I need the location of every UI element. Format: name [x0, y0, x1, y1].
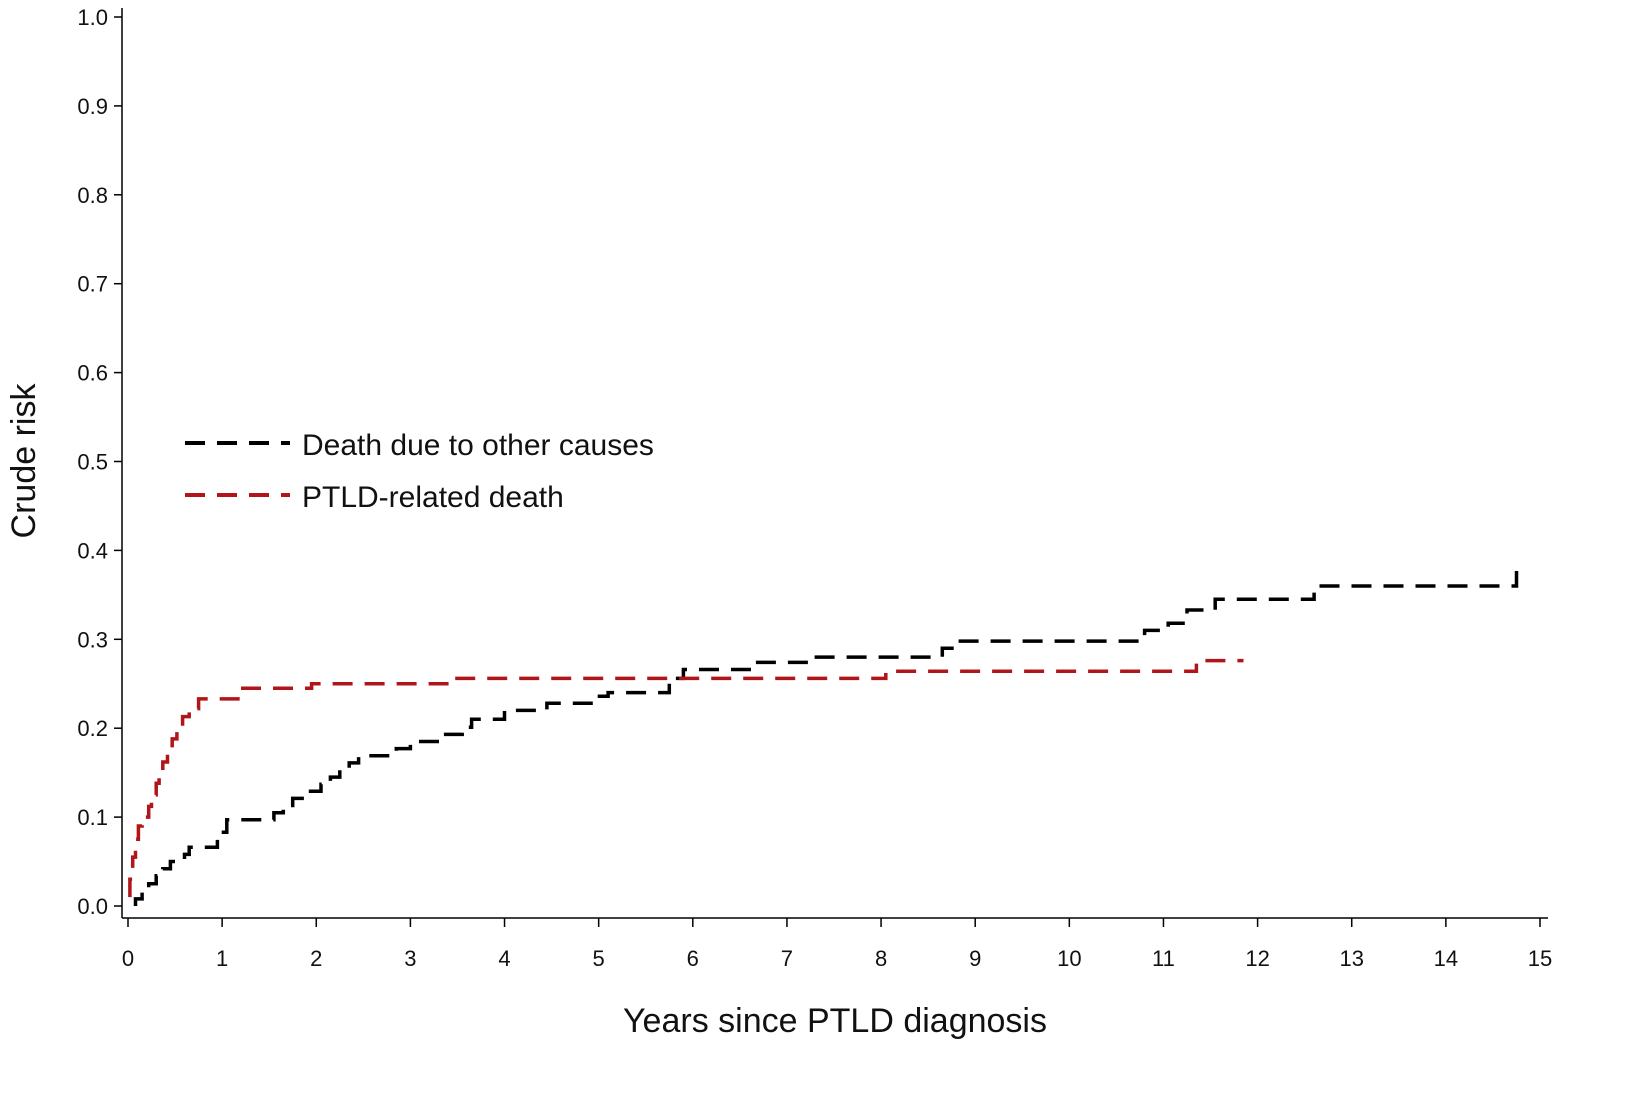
- x-tick-label: 11: [1152, 946, 1175, 971]
- y-tick-label: 0.9: [77, 94, 108, 119]
- x-tick-label: 4: [498, 946, 510, 971]
- x-tick-label: 1: [216, 946, 228, 971]
- series-line-ptld-related: [128, 658, 1244, 898]
- x-tick-label: 8: [875, 946, 887, 971]
- y-tick-label: 0.0: [77, 894, 108, 919]
- x-tick-label: 2: [310, 946, 322, 971]
- series-line-other-causes: [133, 566, 1519, 906]
- x-tick-label: 6: [687, 946, 699, 971]
- y-tick-label: 1.0: [77, 5, 108, 30]
- x-tick-label: 5: [593, 946, 605, 971]
- y-tick-label: 0.5: [77, 450, 108, 475]
- legend-label-other-causes: Death due to other causes: [302, 429, 654, 462]
- y-axis-title: Crude risk: [5, 383, 43, 539]
- x-tick-label: 15: [1528, 946, 1552, 971]
- x-axis-title: Years since PTLD diagnosis: [623, 1002, 1047, 1040]
- x-tick-label: 9: [969, 946, 981, 971]
- y-tick-label: 0.6: [77, 361, 108, 386]
- x-tick-label: 13: [1339, 946, 1363, 971]
- x-tick-label: 12: [1245, 946, 1269, 971]
- y-tick-label: 0.8: [77, 183, 108, 208]
- y-tick-label: 0.2: [77, 716, 108, 741]
- y-tick-label: 0.1: [77, 805, 108, 830]
- x-tick-label: 0: [122, 946, 134, 971]
- y-tick-label: 0.4: [77, 538, 108, 563]
- legend: Death due to other causes PTLD-related d…: [185, 429, 654, 514]
- y-tick-label: 0.7: [77, 272, 108, 297]
- axes: 0 1 2 3 4 5 6 7 8 9 10 11 12 13 14 150.00.10.20.30.40.5…: [77, 5, 1552, 971]
- series-layer: [128, 566, 1519, 906]
- legend-label-ptld: PTLD-related death: [302, 481, 564, 514]
- y-tick-label: 0.3: [77, 627, 108, 652]
- x-tick-label: 10: [1057, 946, 1081, 971]
- x-tick-label: 3: [404, 946, 416, 971]
- x-tick-label: 7: [781, 946, 793, 971]
- x-tick-label: 14: [1434, 946, 1458, 971]
